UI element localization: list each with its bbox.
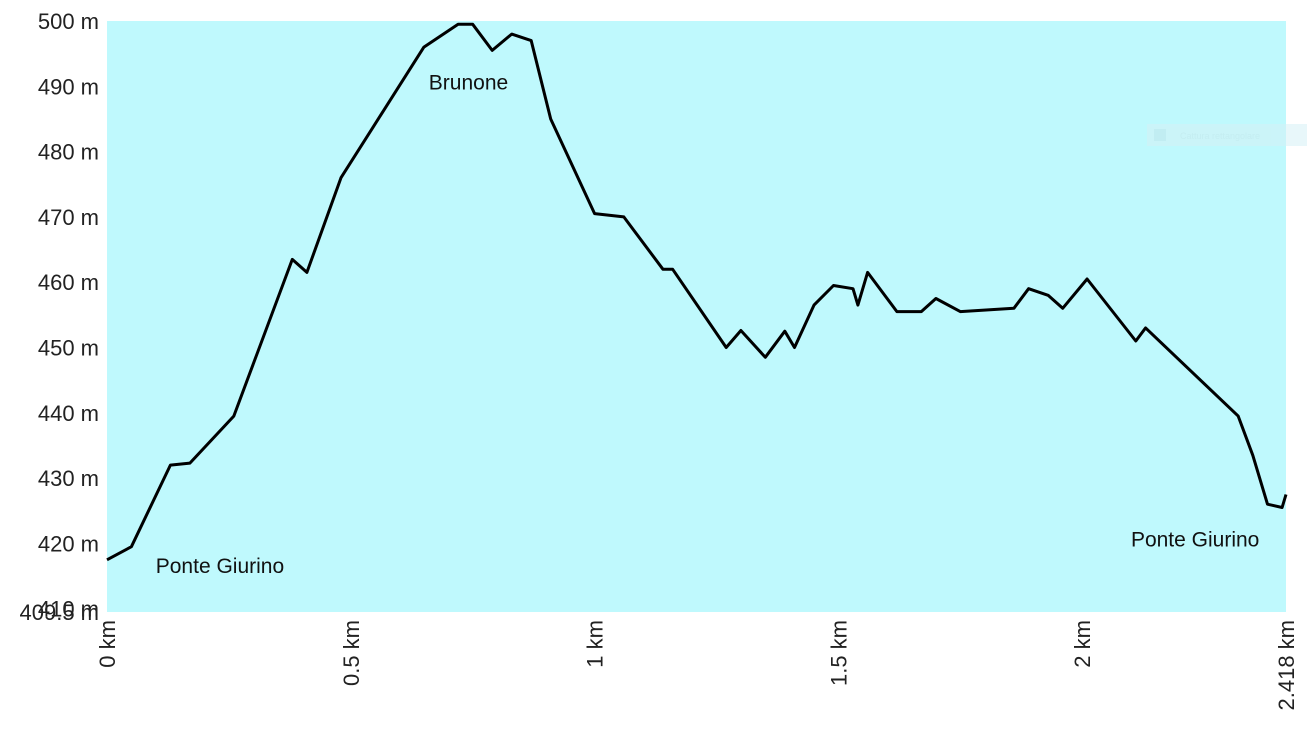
y-tick-label: 409.5 m	[20, 600, 100, 625]
x-tick-label: 1 km	[583, 620, 608, 668]
y-tick-label: 480 m	[38, 140, 99, 165]
x-tick-label: 1.5 km	[826, 620, 851, 686]
x-tick-label: 2 km	[1070, 620, 1095, 668]
y-tick-label: 490 m	[38, 74, 99, 99]
y-tick-label: 460 m	[38, 270, 99, 295]
y-tick-label: 420 m	[38, 531, 99, 556]
x-tick-label: 0.5 km	[339, 620, 364, 686]
y-tick-label: 500 m	[38, 9, 99, 34]
x-tick-label: 0 km	[95, 620, 120, 668]
y-tick-label: 430 m	[38, 466, 99, 491]
annotations: Ponte Giurino Brunone Ponte Giurino	[156, 72, 1260, 578]
capture-overlay-text: Cattura rettangolare	[1180, 131, 1260, 141]
y-tick-label: 410 m	[38, 597, 99, 622]
place-annotation: Ponte Giurino	[156, 555, 284, 578]
place-annotation: Brunone	[429, 72, 508, 95]
elevation-line	[106, 22, 1288, 562]
capture-overlay: Cattura rettangolare	[1147, 124, 1307, 146]
y-tick-label: 440 m	[38, 401, 99, 426]
y-tick-label: 450 m	[38, 336, 99, 361]
place-annotation: Ponte Giurino	[1131, 529, 1259, 552]
plot-area	[107, 21, 1286, 612]
capture-icon	[1154, 129, 1166, 141]
x-axis: 0 km 0.5 km 1 km 1.5 km 2 km 2.418 km	[95, 620, 1299, 711]
x-tick-label: 2.418 km	[1274, 620, 1299, 711]
y-tick-label: 470 m	[38, 205, 99, 230]
